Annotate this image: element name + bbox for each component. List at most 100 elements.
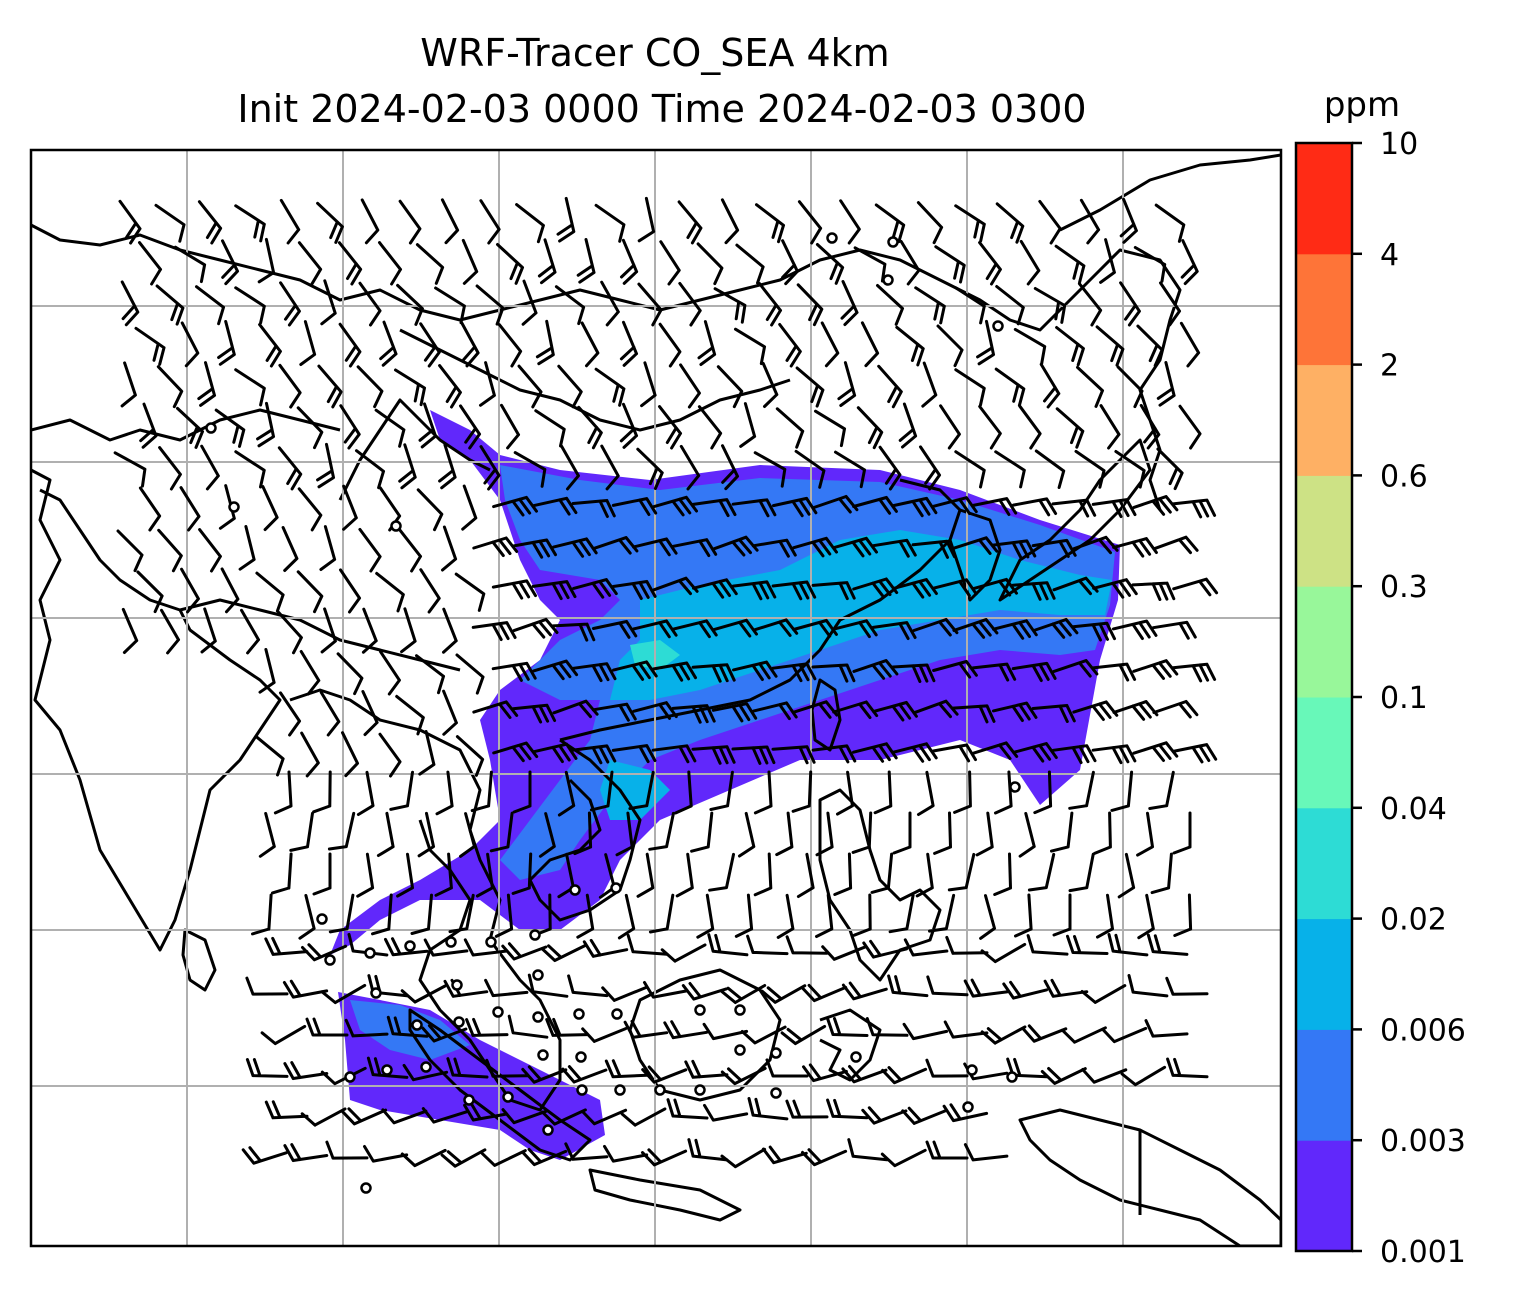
- wind-barb: [872, 701, 918, 722]
- wind-barb: [1119, 197, 1138, 244]
- wind-barb: [1120, 1065, 1167, 1087]
- wind-barb: [358, 281, 382, 327]
- wind-barb: [512, 770, 532, 814]
- wind-barb: [716, 365, 744, 409]
- wind-barb: [271, 852, 293, 895]
- wind-barb: [1132, 495, 1179, 516]
- wind-barb: [511, 852, 533, 895]
- wind-barb: [472, 700, 519, 719]
- calm-wind-circle: [485, 936, 497, 948]
- wind-barb: [1131, 581, 1176, 601]
- wind-barb: [339, 404, 361, 450]
- wind-barb: [1026, 934, 1069, 956]
- wind-barb: [1139, 403, 1161, 450]
- wind-barb: [761, 361, 779, 408]
- wind-barb: [761, 1145, 808, 1165]
- wind-barb: [993, 852, 1012, 896]
- wind-barb: [611, 744, 657, 764]
- wind-barb: [713, 287, 747, 324]
- wind-barb: [796, 852, 815, 898]
- calm-wind-circle: [532, 969, 544, 981]
- wind-barb: [1137, 893, 1155, 940]
- wind-barb: [953, 770, 972, 814]
- wind-barb: [738, 811, 756, 858]
- wind-barb: [538, 812, 556, 858]
- wind-barb: [218, 484, 236, 530]
- wind-barb: [531, 580, 577, 601]
- wind-barb: [245, 976, 289, 996]
- wind-barb: [619, 320, 638, 367]
- wind-barb: [619, 402, 638, 449]
- wind-barb: [376, 811, 395, 857]
- wind-barb: [338, 322, 362, 368]
- calm-wind-circle: [390, 520, 402, 532]
- wind-barb: [138, 486, 162, 532]
- wind-barb: [765, 1058, 809, 1078]
- calm-wind-circle: [451, 979, 463, 991]
- coast-vietnam: [528, 738, 642, 922]
- wind-barb: [410, 893, 433, 935]
- wind-barb: [877, 364, 903, 409]
- wind-barb: [441, 525, 458, 572]
- wind-barb: [255, 735, 285, 777]
- wind-barb: [792, 619, 838, 638]
- calm-wind-circle: [611, 1008, 623, 1020]
- calm-wind-circle: [850, 1051, 862, 1063]
- wind-barb: [1043, 978, 1089, 998]
- wind-barb: [839, 199, 861, 245]
- wind-barb: [746, 934, 789, 956]
- calm-wind-circle: [453, 1016, 465, 1028]
- wind-barb: [917, 770, 935, 816]
- wind-barb: [500, 403, 520, 450]
- wind-barb: [994, 367, 1026, 407]
- wind-barb: [459, 812, 476, 858]
- wind-barb: [651, 661, 697, 682]
- calm-wind-circle: [360, 1182, 372, 1194]
- wind-barb: [1132, 741, 1179, 762]
- wind-barb: [933, 811, 952, 855]
- wind-barb: [1040, 1067, 1087, 1085]
- wind-barb: [454, 572, 486, 612]
- wind-barb: [1179, 321, 1201, 368]
- wind-barb: [1093, 811, 1112, 855]
- wind-barb: [666, 1098, 709, 1120]
- wind-barb: [400, 1148, 447, 1168]
- wind-barb: [594, 367, 626, 407]
- wind-barb: [299, 650, 321, 696]
- wind-barb: [200, 607, 217, 654]
- colorbar-tick-label: 0.02: [1380, 903, 1447, 938]
- wind-barb: [217, 320, 236, 366]
- wind-barb: [771, 662, 817, 683]
- wind-barb: [852, 496, 898, 515]
- wind-barb: [820, 321, 840, 368]
- wind-barb: [947, 852, 976, 892]
- wind-barb: [118, 199, 142, 245]
- wind-barb: [197, 200, 223, 245]
- wind-barb: [776, 893, 795, 939]
- wind-barb: [797, 200, 823, 245]
- wind-barb: [626, 933, 669, 956]
- wind-barb: [1032, 618, 1079, 639]
- wind-barb: [396, 283, 424, 326]
- wind-barb: [1021, 1024, 1068, 1043]
- wind-barb: [571, 499, 616, 518]
- wind-barb: [221, 239, 239, 286]
- wind-barb: [641, 1065, 688, 1084]
- wind-barb: [1081, 1068, 1128, 1084]
- wind-barb: [684, 1059, 729, 1079]
- wind-barb: [755, 203, 785, 244]
- wind-barb: [611, 580, 657, 600]
- chart-title-line2: Init 2024-02-03 0000 Time 2024-02-03 030…: [237, 87, 1086, 131]
- wind-barb: [1154, 203, 1186, 243]
- coast-sri-lanka: [181, 928, 217, 992]
- wind-barb: [691, 498, 737, 518]
- wind-barb: [577, 405, 603, 450]
- wind-barb: [871, 538, 917, 558]
- wind-barb: [942, 1103, 989, 1123]
- wind-barb: [1079, 198, 1101, 245]
- wind-barb: [870, 852, 894, 894]
- wind-barb: [821, 945, 868, 961]
- wind-barb: [951, 704, 996, 724]
- wind-barb: [934, 245, 966, 284]
- wind-barb: [358, 527, 382, 573]
